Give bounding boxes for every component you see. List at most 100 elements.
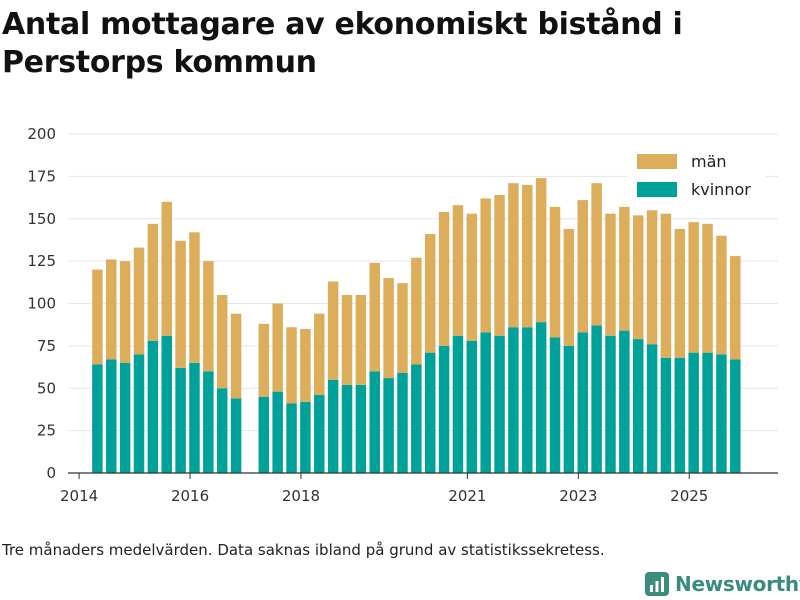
bar-man[interactable] <box>632 215 644 340</box>
bar-kvinnor[interactable] <box>106 359 117 473</box>
bar-man[interactable] <box>424 234 436 353</box>
bar-man[interactable] <box>438 211 450 346</box>
bar-kvinnor[interactable] <box>133 354 145 473</box>
bar-man[interactable] <box>189 232 200 363</box>
bar-kvinnor[interactable] <box>716 354 727 473</box>
bar-kvinnor[interactable] <box>355 384 367 473</box>
bar-man[interactable] <box>341 295 353 385</box>
bar-kvinnor[interactable] <box>591 325 602 473</box>
bar-man[interactable] <box>466 213 478 341</box>
bar-man[interactable] <box>646 210 658 345</box>
bar-man[interactable] <box>688 222 699 353</box>
x-tick-label: 2016 <box>171 487 209 505</box>
bar-kvinnor[interactable] <box>452 335 464 473</box>
bar-man[interactable] <box>327 281 339 380</box>
bar-man[interactable] <box>119 261 131 363</box>
bar-kvinnor[interactable] <box>466 340 478 473</box>
bar-kvinnor[interactable] <box>161 335 172 473</box>
bar-kvinnor[interactable] <box>508 327 519 473</box>
bar-man[interactable] <box>203 261 214 372</box>
bar-man[interactable] <box>716 235 727 355</box>
bar-man[interactable] <box>508 183 519 328</box>
y-tick-label: 0 <box>46 464 56 482</box>
bar-man[interactable] <box>730 256 741 360</box>
bar-kvinnor[interactable] <box>369 371 380 473</box>
bar-man[interactable] <box>175 240 186 368</box>
bar-kvinnor[interactable] <box>383 378 394 473</box>
bar-man[interactable] <box>660 213 672 358</box>
bar-man[interactable] <box>230 313 242 399</box>
bar-man[interactable] <box>397 283 408 373</box>
bar-kvinnor[interactable] <box>730 359 741 473</box>
bar-man[interactable] <box>577 200 589 333</box>
bar-kvinnor[interactable] <box>300 401 311 473</box>
bar-kvinnor[interactable] <box>563 345 575 474</box>
x-tick-label: 2018 <box>282 487 320 505</box>
bar-man[interactable] <box>133 247 145 355</box>
bar-kvinnor[interactable] <box>314 395 325 473</box>
bar-man[interactable] <box>258 323 270 397</box>
bar-kvinnor[interactable] <box>119 362 131 473</box>
legend-swatch <box>637 154 677 169</box>
bar-man[interactable] <box>605 213 616 336</box>
bar-kvinnor[interactable] <box>216 388 228 473</box>
bar-kvinnor[interactable] <box>230 398 242 473</box>
bar-man[interactable] <box>92 269 103 365</box>
bar-man[interactable] <box>702 223 713 353</box>
bar-kvinnor[interactable] <box>203 371 214 473</box>
bar-man[interactable] <box>383 278 394 379</box>
bar-kvinnor[interactable] <box>189 362 200 473</box>
x-tick-label: 2021 <box>448 487 486 505</box>
bar-kvinnor[interactable] <box>632 339 644 473</box>
bar-man[interactable] <box>147 223 159 341</box>
bar-kvinnor[interactable] <box>480 332 491 473</box>
bar-man[interactable] <box>216 295 228 389</box>
bar-man[interactable] <box>314 313 325 396</box>
bar-man[interactable] <box>674 228 686 358</box>
bar-man[interactable] <box>619 206 630 331</box>
bar-kvinnor[interactable] <box>258 396 270 473</box>
bar-kvinnor[interactable] <box>147 340 159 473</box>
bar-man[interactable] <box>272 303 283 392</box>
bar-kvinnor[interactable] <box>411 364 422 473</box>
bar-man[interactable] <box>355 295 367 385</box>
bar-man[interactable] <box>563 228 575 346</box>
bar-man[interactable] <box>522 184 533 328</box>
bar-kvinnor[interactable] <box>341 384 353 473</box>
bar-man[interactable] <box>411 257 422 365</box>
bar-kvinnor[interactable] <box>272 391 283 473</box>
bar-kvinnor[interactable] <box>660 357 672 473</box>
bar-kvinnor[interactable] <box>397 373 408 473</box>
bar-kvinnor[interactable] <box>549 337 561 473</box>
bar-man[interactable] <box>535 178 547 323</box>
brand-logo[interactable]: Newsworthy <box>645 570 800 598</box>
bar-kvinnor[interactable] <box>286 403 297 474</box>
bar-man[interactable] <box>494 195 505 336</box>
bar-kvinnor[interactable] <box>92 364 103 473</box>
bar-kvinnor[interactable] <box>494 335 505 473</box>
bar-kvinnor[interactable] <box>438 345 450 474</box>
bar-man[interactable] <box>161 201 172 336</box>
bar-kvinnor[interactable] <box>424 352 436 473</box>
bar-man[interactable] <box>480 198 491 333</box>
bar-kvinnor[interactable] <box>674 357 686 473</box>
bar-man[interactable] <box>300 328 311 402</box>
bar-man[interactable] <box>549 206 561 338</box>
bar-man[interactable] <box>369 262 380 372</box>
bar-man[interactable] <box>591 183 602 326</box>
bar-kvinnor[interactable] <box>619 330 630 473</box>
y-tick-label: 75 <box>37 337 56 355</box>
bar-kvinnor[interactable] <box>327 379 339 473</box>
bar-kvinnor[interactable] <box>646 344 658 473</box>
y-axis-ticks: 0 25 50 75 100 125 150 175 200 <box>27 125 56 482</box>
bar-kvinnor[interactable] <box>605 335 616 473</box>
bar-kvinnor[interactable] <box>175 367 186 473</box>
bar-man[interactable] <box>452 205 464 336</box>
bar-kvinnor[interactable] <box>702 352 713 473</box>
bar-kvinnor[interactable] <box>688 352 699 473</box>
bar-man[interactable] <box>106 259 117 360</box>
bar-kvinnor[interactable] <box>522 327 533 473</box>
bar-kvinnor[interactable] <box>577 332 589 473</box>
bar-man[interactable] <box>286 327 297 404</box>
bar-kvinnor[interactable] <box>535 322 547 473</box>
